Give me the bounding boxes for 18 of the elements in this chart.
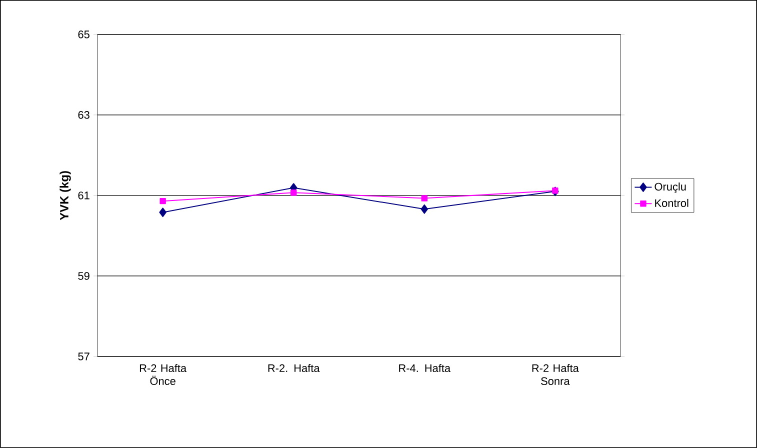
y-tick-label: 61	[78, 192, 90, 200]
y-tick-label: 65	[78, 30, 90, 38]
point	[420, 204, 428, 214]
point	[290, 190, 297, 196]
y-tick-label: 59	[78, 272, 90, 280]
y-tick-label: 57	[78, 352, 90, 360]
point	[552, 188, 558, 194]
legend-label: Oruçlu	[654, 182, 686, 193]
x-tick-label: R-4. Hafta	[399, 364, 451, 372]
legend-label: Kontrol	[655, 198, 688, 208]
y-tick-label: 63	[78, 111, 90, 119]
point	[159, 208, 166, 218]
point	[421, 195, 428, 202]
x-tick-label: R-2. Hafta	[268, 364, 320, 372]
x-tick-label: R-2 Hafta Önce	[140, 364, 187, 386]
point	[160, 198, 166, 204]
x-tick-label: R-2 Hafta Sonra	[532, 364, 579, 386]
y-axis-title: YVK (kg)	[60, 171, 71, 220]
